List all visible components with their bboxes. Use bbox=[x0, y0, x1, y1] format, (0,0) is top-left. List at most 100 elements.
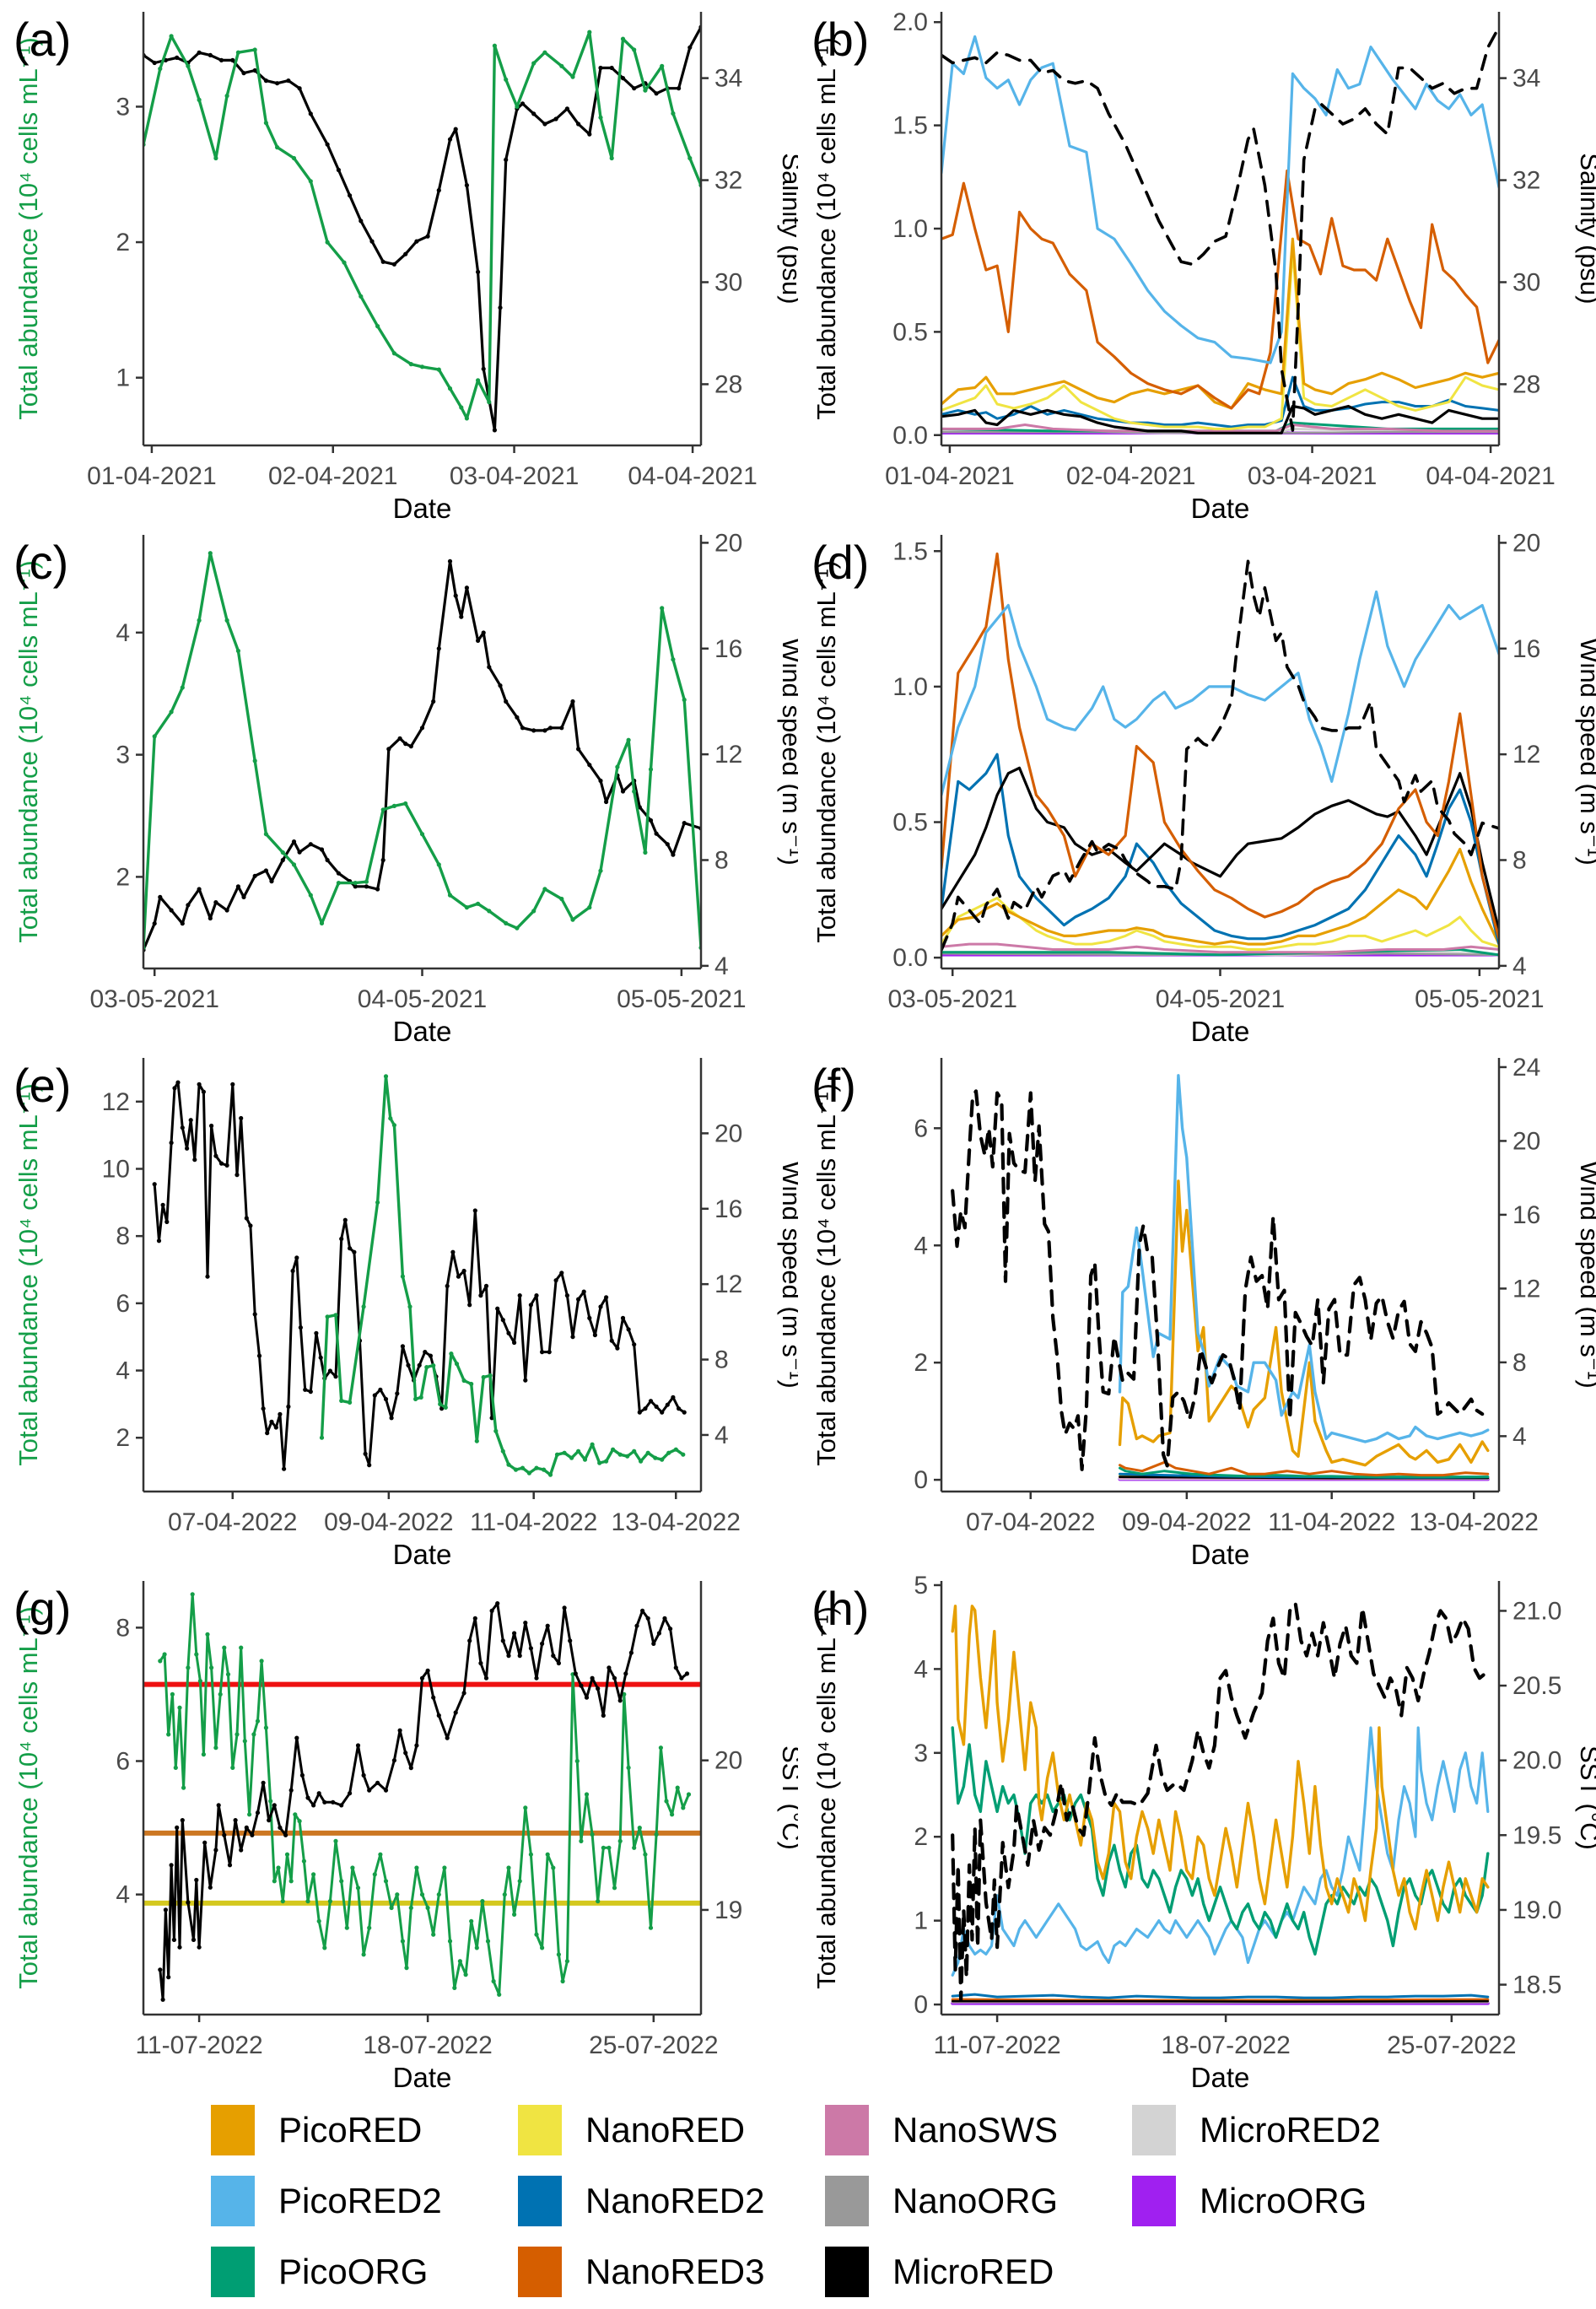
data-point bbox=[359, 294, 364, 299]
data-point bbox=[175, 1080, 181, 1085]
data-point bbox=[487, 400, 492, 405]
right-tick-label: 20.0 bbox=[1512, 1747, 1561, 1775]
data-point bbox=[626, 737, 631, 742]
right-tick-label: 20 bbox=[1512, 529, 1540, 557]
data-point bbox=[481, 1374, 486, 1380]
data-point bbox=[273, 1425, 278, 1430]
series-PicoRED2 bbox=[941, 35, 1499, 364]
left-axis-title: Total abundance (10⁴ cells mL⁻¹) bbox=[811, 1606, 841, 1989]
x-axis-title: Date bbox=[393, 2062, 452, 2092]
data-point bbox=[504, 920, 509, 925]
x-tick-label: 18-07-2022 bbox=[1161, 2031, 1290, 2059]
series-PicoORG bbox=[951, 1726, 1490, 1956]
data-point bbox=[408, 362, 413, 367]
left-tick-label: 2 bbox=[914, 1349, 928, 1377]
right-tick-label: 8 bbox=[1512, 847, 1527, 875]
x-tick-label: 11-07-2022 bbox=[135, 2031, 262, 2059]
data-point bbox=[209, 1123, 214, 1129]
data-point bbox=[192, 1157, 197, 1163]
series-Wind speed bbox=[153, 1081, 686, 1470]
legend-swatch-NanoORG bbox=[825, 2175, 869, 2226]
panel-label: (d) bbox=[811, 536, 869, 589]
data-point bbox=[436, 1713, 441, 1718]
left-axis-title: Total abundance (10⁴ cells mL⁻¹) bbox=[811, 37, 841, 420]
data-point bbox=[671, 111, 676, 116]
left-tick-label: 12 bbox=[102, 1088, 130, 1116]
panel-label: (f) bbox=[811, 1059, 856, 1112]
right-tick-label: 28 bbox=[1512, 370, 1540, 398]
data-point bbox=[665, 842, 670, 847]
data-point bbox=[252, 67, 257, 73]
data-point bbox=[408, 1766, 413, 1771]
data-point bbox=[162, 1652, 167, 1657]
series-MicroRED bbox=[951, 1999, 1490, 2003]
data-point bbox=[408, 744, 413, 749]
left-tick-label: 2 bbox=[116, 1424, 130, 1452]
legend-swatch-NanoRED bbox=[518, 2104, 562, 2155]
data-point bbox=[628, 1650, 634, 1655]
data-point bbox=[598, 778, 603, 784]
data-point bbox=[523, 1378, 528, 1383]
data-point bbox=[383, 1879, 389, 1884]
data-point bbox=[454, 1362, 460, 1367]
data-point bbox=[632, 47, 637, 52]
data-point bbox=[431, 699, 436, 704]
data-point bbox=[369, 239, 375, 244]
data-point bbox=[559, 896, 564, 902]
data-point bbox=[554, 1452, 560, 1457]
data-point bbox=[291, 862, 297, 867]
data-point bbox=[660, 606, 665, 611]
series-Wind speed bbox=[941, 559, 1499, 952]
data-point bbox=[235, 50, 240, 55]
data-point bbox=[665, 1402, 670, 1407]
series-Total abundance bbox=[159, 1593, 690, 1996]
data-point bbox=[419, 726, 425, 731]
data-point bbox=[547, 726, 553, 731]
left-axis-title: Total abundance (10⁴ cells mL⁻¹) bbox=[13, 1083, 43, 1466]
data-point bbox=[418, 1395, 423, 1400]
data-point bbox=[540, 1350, 545, 1355]
data-point bbox=[592, 1332, 598, 1338]
panel-label: (c) bbox=[13, 536, 68, 589]
data-point bbox=[464, 585, 470, 591]
x-tick-label: 25-07-2022 bbox=[589, 2031, 718, 2059]
data-point bbox=[327, 1368, 332, 1373]
data-point bbox=[474, 1438, 479, 1443]
legend-swatch-MicroORG bbox=[1132, 2175, 1176, 2226]
data-point bbox=[233, 1818, 238, 1823]
panel-label: (h) bbox=[811, 1582, 869, 1635]
data-point bbox=[419, 364, 425, 370]
data-point bbox=[632, 1342, 637, 1347]
data-point bbox=[269, 879, 274, 884]
data-point bbox=[218, 1161, 224, 1166]
x-tick-label: 05-05-2021 bbox=[1415, 985, 1544, 1013]
data-point bbox=[242, 1739, 247, 1744]
data-point bbox=[364, 884, 369, 889]
data-point bbox=[617, 1838, 623, 1843]
data-point bbox=[531, 728, 536, 733]
left-axis-title: Total abundance (10⁴ cells mL⁻¹) bbox=[13, 37, 43, 420]
data-point bbox=[252, 47, 257, 52]
data-point bbox=[201, 1089, 206, 1094]
right-tick-label: 16 bbox=[1512, 1201, 1540, 1229]
data-point bbox=[483, 1675, 489, 1680]
data-point bbox=[314, 1330, 319, 1335]
data-point bbox=[542, 1467, 547, 1472]
data-point bbox=[625, 1454, 630, 1459]
data-point bbox=[673, 1447, 678, 1452]
panel-h: 0 1 2 3 4 5 18.5 19.0 19.5 20.0 20.5 21.0 11-07-2022… bbox=[798, 1569, 1596, 2092]
legend-item-NanoSWS: NanoSWS bbox=[825, 2098, 1078, 2162]
data-point bbox=[623, 1671, 628, 1676]
data-point bbox=[564, 1959, 570, 1964]
data-point bbox=[495, 1306, 500, 1311]
x-tick-label: 04-04-2021 bbox=[1426, 462, 1555, 490]
x-axis-title: Date bbox=[393, 493, 452, 523]
data-point bbox=[476, 269, 481, 274]
data-point bbox=[609, 65, 614, 71]
data-point bbox=[325, 240, 330, 245]
data-point bbox=[464, 183, 470, 188]
data-point bbox=[686, 1792, 692, 1797]
data-point bbox=[464, 416, 470, 421]
data-point bbox=[230, 1082, 235, 1087]
data-point bbox=[286, 78, 291, 84]
